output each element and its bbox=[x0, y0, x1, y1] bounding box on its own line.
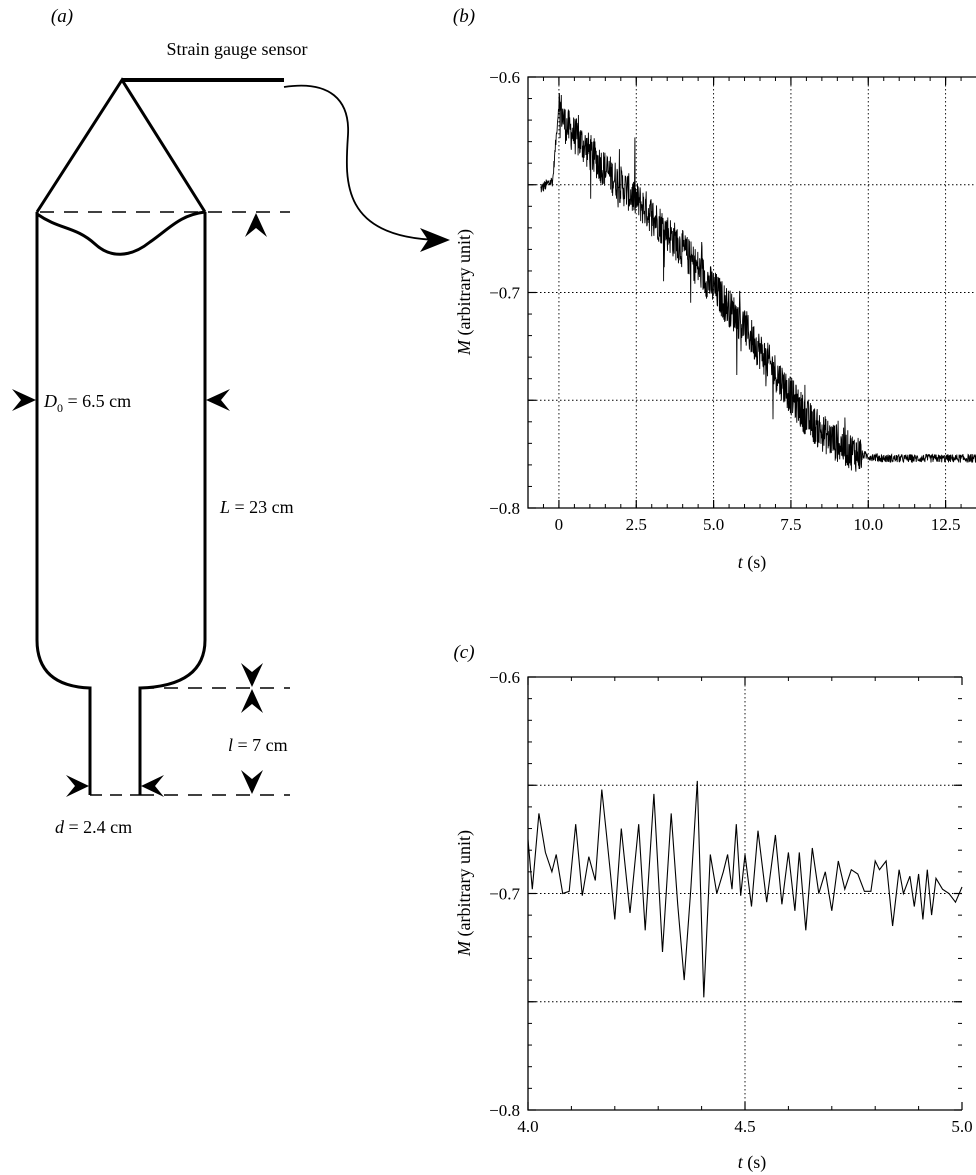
sensor-label: Strain gauge sensor bbox=[167, 39, 308, 59]
chart-b-ylabel: M (arbitrary unit) bbox=[454, 229, 475, 356]
y-tick-label: −0.7 bbox=[489, 885, 520, 904]
panel-b-label: (b) bbox=[453, 6, 475, 27]
chart-b: (b) 0 2.5 5.0 7.5 10.0 12.5 −0.8 −0.7 −0.6 t (s)… bbox=[453, 6, 976, 573]
chart-b-grid bbox=[528, 77, 976, 508]
chart-c-grid bbox=[528, 677, 962, 1110]
D0-left-arrow-icon bbox=[12, 389, 36, 411]
x-tick-label: 2.5 bbox=[626, 515, 647, 534]
chart-b-series-line bbox=[540, 93, 976, 472]
x-tick-label: 10.0 bbox=[853, 515, 883, 534]
x-tick-label: 4.0 bbox=[517, 1117, 538, 1136]
chart-c-ylabel: M (arbitrary unit) bbox=[454, 830, 475, 957]
x-tick-label: 5.0 bbox=[703, 515, 724, 534]
l-label: l = 7 cm bbox=[228, 735, 288, 755]
L-label: L = 23 cm bbox=[219, 497, 294, 517]
d-left-arrow-icon bbox=[66, 775, 89, 797]
chart-b-xlabel: t (s) bbox=[738, 552, 767, 573]
cable-arrow-icon bbox=[420, 228, 450, 252]
L-arrow-icon bbox=[245, 213, 267, 237]
d-right-arrow-icon bbox=[141, 775, 164, 797]
D0-label: D0 = 6.5 cm bbox=[43, 391, 131, 415]
chart-b-ticks bbox=[528, 76, 962, 509]
chart-c-xlabel: t (s) bbox=[738, 1152, 767, 1173]
chart-c-ticks bbox=[527, 676, 963, 1111]
suspension-triangle bbox=[35, 77, 207, 213]
panel-a-label: (a) bbox=[51, 6, 73, 27]
apparatus-diagram: (a) Strain gauge sensor D0 = 6.5 cm L = … bbox=[12, 6, 450, 837]
x-tick-label: 12.5 bbox=[931, 515, 961, 534]
bottle-outline bbox=[35, 212, 207, 795]
x-tick-label: 0 bbox=[555, 515, 564, 534]
panel-c-label: (c) bbox=[453, 642, 474, 663]
y-tick-label: −0.8 bbox=[489, 1101, 520, 1120]
free-surface bbox=[36, 210, 206, 256]
d-label: d = 2.4 cm bbox=[55, 817, 132, 837]
sensor-cable bbox=[283, 84, 441, 241]
x-tick-label: 5.0 bbox=[951, 1117, 972, 1136]
l-upper-down-arrow-icon bbox=[241, 663, 263, 687]
y-tick-label: −0.7 bbox=[489, 284, 520, 303]
y-tick-label: −0.8 bbox=[489, 499, 520, 518]
l-lower-arrow-icon bbox=[241, 770, 263, 794]
D0-right-arrow-icon bbox=[206, 389, 230, 411]
y-tick-label: −0.6 bbox=[489, 668, 520, 687]
chart-c-tick-labels: 4.0 4.5 5.0 −0.8 −0.7 −0.6 bbox=[489, 668, 972, 1136]
chart-b-tick-labels: 0 2.5 5.0 7.5 10.0 12.5 −0.8 −0.7 −0.6 bbox=[489, 68, 960, 534]
x-tick-label: 7.5 bbox=[780, 515, 801, 534]
y-tick-label: −0.6 bbox=[489, 68, 520, 87]
l-upper-up-arrow-icon bbox=[241, 689, 263, 713]
x-tick-label: 4.5 bbox=[734, 1117, 755, 1136]
chart-c-series-line bbox=[528, 780, 963, 998]
chart-c: (c) 4.0 4.5 5.0 −0.8 −0.7 −0.6 t (s) M (arbit… bbox=[453, 642, 972, 1173]
